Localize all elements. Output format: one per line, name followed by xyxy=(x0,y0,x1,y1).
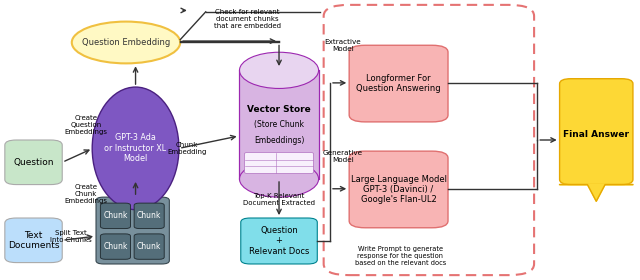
Ellipse shape xyxy=(239,161,319,197)
FancyBboxPatch shape xyxy=(5,140,62,185)
Text: Question
+
Relevant Docs: Question + Relevant Docs xyxy=(249,226,309,256)
Text: GPT-3 Ada
or Instructor XL
Model: GPT-3 Ada or Instructor XL Model xyxy=(104,134,166,163)
FancyBboxPatch shape xyxy=(241,218,317,264)
Text: Question: Question xyxy=(13,158,54,167)
Ellipse shape xyxy=(239,52,319,88)
Text: Embeddings): Embeddings) xyxy=(254,136,304,144)
Text: Split Text
Into Chunks: Split Text Into Chunks xyxy=(50,230,92,243)
Text: Generative
Model: Generative Model xyxy=(323,150,363,163)
Text: Chunk
Embedding: Chunk Embedding xyxy=(167,142,206,155)
Bar xyxy=(239,70,319,179)
Text: Top-K Relevant
Document Extracted: Top-K Relevant Document Extracted xyxy=(243,193,315,206)
FancyBboxPatch shape xyxy=(100,234,131,259)
Polygon shape xyxy=(559,185,633,201)
Text: Large Language Model
GPT-3 (Davinci) /
Google's Flan-UL2: Large Language Model GPT-3 (Davinci) / G… xyxy=(351,174,447,204)
Text: Create
Chunk
Embeddings: Create Chunk Embeddings xyxy=(64,184,108,204)
Text: Vector Store: Vector Store xyxy=(247,105,311,114)
Text: Longformer For
Question Answering: Longformer For Question Answering xyxy=(356,74,441,93)
FancyBboxPatch shape xyxy=(244,153,314,173)
Text: Chunk: Chunk xyxy=(137,242,161,251)
FancyBboxPatch shape xyxy=(134,234,164,259)
Text: Final Answer: Final Answer xyxy=(563,130,629,139)
Text: Chunk: Chunk xyxy=(103,211,127,220)
Text: Chunk: Chunk xyxy=(103,242,127,251)
Text: Chunk: Chunk xyxy=(137,211,161,220)
FancyBboxPatch shape xyxy=(349,45,448,122)
Text: Write Prompt to generate
response for the question
based on the relevant docs: Write Prompt to generate response for th… xyxy=(355,246,446,266)
Ellipse shape xyxy=(72,22,180,63)
FancyBboxPatch shape xyxy=(134,203,164,228)
FancyBboxPatch shape xyxy=(5,218,62,263)
FancyBboxPatch shape xyxy=(96,197,170,264)
FancyBboxPatch shape xyxy=(559,79,633,185)
FancyBboxPatch shape xyxy=(349,151,448,228)
FancyBboxPatch shape xyxy=(100,203,131,228)
Text: (Store Chunk: (Store Chunk xyxy=(254,120,304,129)
Text: Extractive
Model: Extractive Model xyxy=(324,39,361,52)
Text: Text
Documents: Text Documents xyxy=(8,231,60,250)
Ellipse shape xyxy=(92,87,179,210)
Text: Create
Question
Embeddings: Create Question Embeddings xyxy=(64,115,108,135)
Text: Check for relevant
document chunks
that are embedded: Check for relevant document chunks that … xyxy=(214,9,281,29)
Text: Question Embedding: Question Embedding xyxy=(82,38,170,47)
